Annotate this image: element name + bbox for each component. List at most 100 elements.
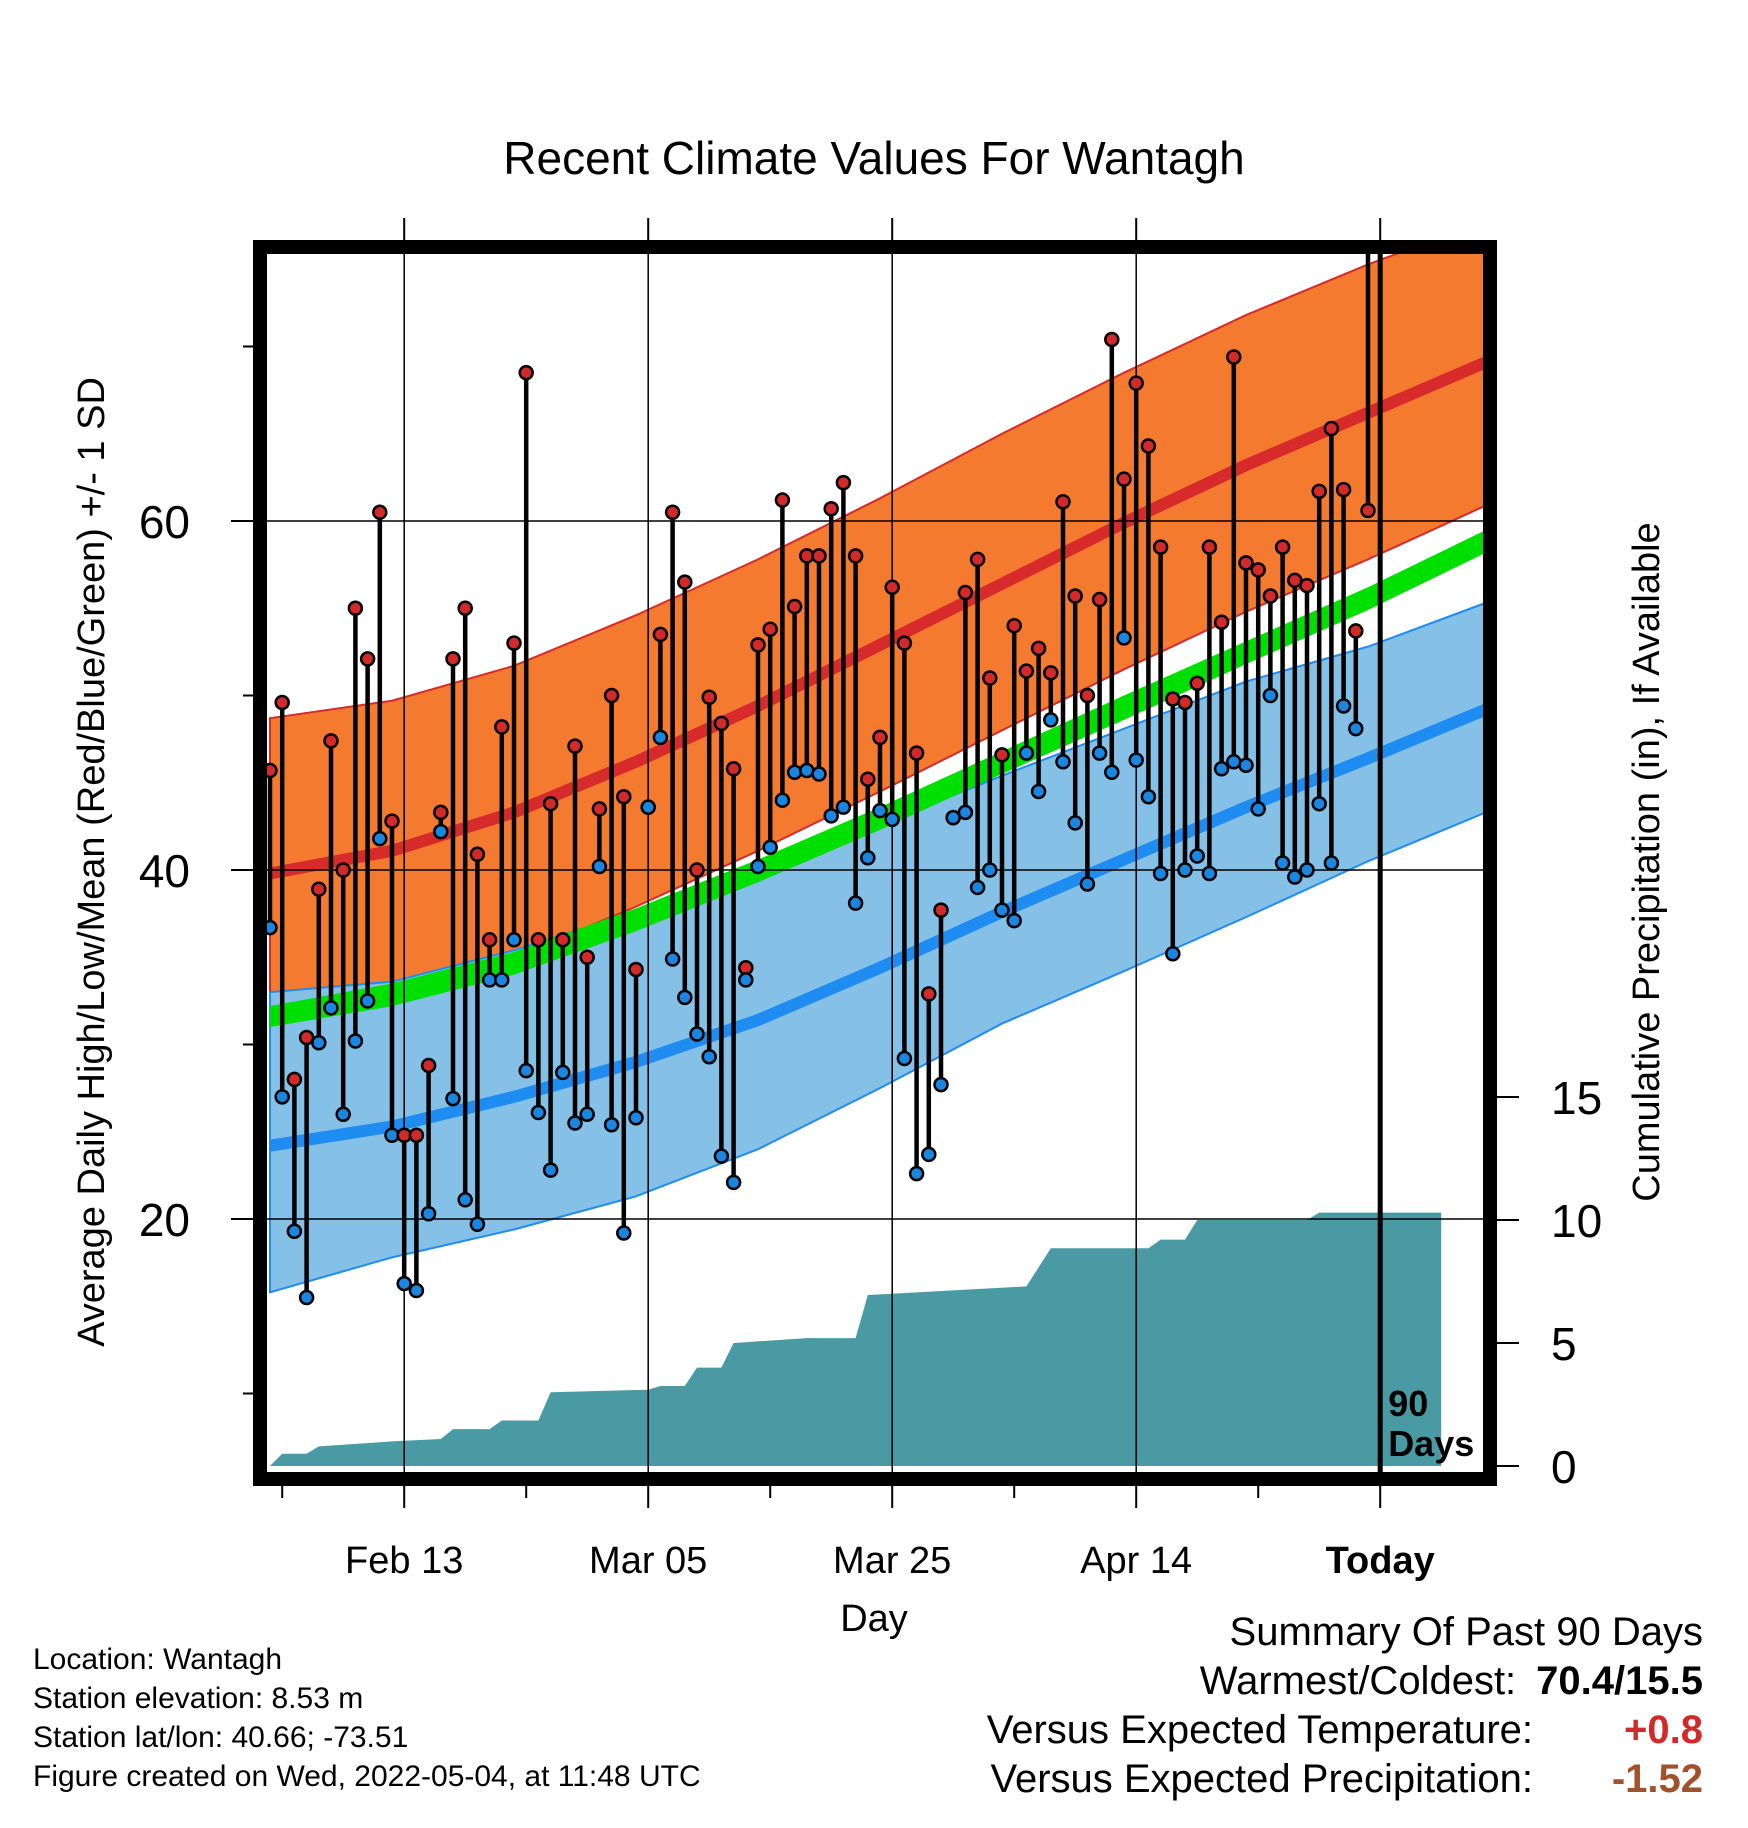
- low-point: [1152, 865, 1169, 882]
- high-point: [1030, 640, 1047, 657]
- high-point: [555, 932, 571, 948]
- high-point: [1323, 420, 1340, 437]
- low-point: [872, 802, 888, 819]
- high-point: [994, 747, 1010, 763]
- low-point: [323, 1000, 339, 1016]
- elevation-text: Station elevation: 8.53 m: [33, 1682, 364, 1715]
- high-point: [530, 932, 547, 948]
- low-point: [652, 729, 669, 746]
- location-text: Location: Wantagh: [33, 1643, 283, 1676]
- high-point: [267, 762, 278, 779]
- high-point: [1360, 502, 1376, 519]
- low-point: [969, 879, 986, 896]
- high-point: [652, 626, 669, 643]
- high-point: [591, 801, 608, 817]
- high-point: [689, 862, 705, 878]
- high-point: [933, 902, 949, 918]
- high-point: [567, 738, 583, 754]
- high-point: [469, 846, 486, 863]
- low-point: [1201, 865, 1218, 882]
- y2-tick-label: 5: [1551, 1318, 1577, 1370]
- low-point: [542, 1162, 559, 1178]
- y-tick-label: 20: [139, 1194, 190, 1246]
- low-point: [469, 1216, 486, 1232]
- high-point: [384, 813, 400, 829]
- high-point: [725, 761, 742, 777]
- low-point: [286, 1223, 303, 1239]
- low-point: [530, 1104, 547, 1121]
- low-point: [396, 1275, 412, 1292]
- low-point: [274, 1089, 290, 1105]
- high-point: [1348, 623, 1364, 639]
- low-point: [506, 932, 522, 948]
- high-point: [1067, 588, 1083, 604]
- high-point: [1116, 471, 1132, 487]
- low-point: [664, 951, 681, 967]
- low-point: [347, 1033, 364, 1049]
- x-tick-label: Today: [1326, 1540, 1435, 1582]
- high-point: [921, 986, 937, 1002]
- chart-title: Recent Climate Values For Wantagh: [503, 132, 1244, 184]
- precip-area: [270, 1212, 1442, 1466]
- low-point: [359, 993, 376, 1009]
- y2-axis-label: Cumulative Precipitation (in), If Availa…: [1626, 522, 1668, 1201]
- low-point: [420, 1206, 437, 1222]
- high-point: [823, 501, 839, 517]
- station-info: Location: Wantagh Station elevation: 8.5…: [33, 1640, 701, 1796]
- low-point: [1299, 862, 1315, 878]
- low-point: [1043, 712, 1059, 728]
- low-point: [408, 1282, 425, 1299]
- x-axis-label: Day: [840, 1598, 908, 1640]
- low-point: [1323, 855, 1340, 871]
- summary-precip: Versus Expected Precipitation: -1.52: [987, 1755, 1703, 1804]
- high-point: [677, 574, 693, 590]
- low-point: [1287, 869, 1303, 885]
- low-point: [982, 862, 998, 878]
- low-point: [372, 830, 388, 847]
- high-point: [457, 600, 473, 616]
- high-point: [311, 881, 327, 897]
- high-point: [359, 651, 376, 667]
- low-point: [1238, 757, 1254, 774]
- y2-tick-label: 15: [1551, 1072, 1602, 1124]
- low-point: [1335, 698, 1352, 714]
- low-point: [689, 1026, 705, 1042]
- high-point: [542, 795, 559, 812]
- precip-value: -1.52: [1611, 1757, 1703, 1801]
- low-point: [1262, 687, 1279, 704]
- high-normal-line: [268, 356, 1483, 880]
- low-point: [811, 766, 827, 782]
- high-point: [1091, 591, 1108, 608]
- temp-value: +0.8: [1624, 1708, 1703, 1752]
- low-point: [518, 1062, 534, 1079]
- high-point: [603, 687, 620, 704]
- low-point: [1116, 630, 1132, 646]
- low-point: [267, 919, 278, 936]
- summary-warm-cold: Warmest/Coldest: 70.4/15.5: [987, 1657, 1703, 1706]
- high-point: [811, 548, 827, 564]
- high-point: [1104, 331, 1120, 348]
- x-tick-label: Mar 05: [589, 1540, 707, 1582]
- high-point: [1152, 539, 1169, 555]
- low-point: [335, 1106, 351, 1123]
- high-point: [1177, 694, 1193, 711]
- low-point: [860, 850, 876, 866]
- high-point: [1189, 675, 1205, 692]
- high-point: [1311, 483, 1327, 500]
- low-point: [1250, 801, 1266, 817]
- low-point: [1104, 764, 1120, 781]
- low-point: [1006, 912, 1022, 929]
- low-point: [1030, 783, 1047, 800]
- high-point: [774, 492, 791, 508]
- precip-label: Versus Expected Precipitation:: [990, 1757, 1533, 1801]
- high-point: [1201, 539, 1218, 555]
- low-point: [762, 839, 778, 856]
- low-point: [640, 799, 656, 815]
- high-point: [1274, 539, 1291, 555]
- high-point: [494, 719, 510, 735]
- y-tick-label: 40: [139, 845, 190, 897]
- latlon-text: Station lat/lon: 40.66; -73.51: [33, 1721, 409, 1754]
- low-point: [1348, 720, 1364, 737]
- high-point: [872, 729, 888, 746]
